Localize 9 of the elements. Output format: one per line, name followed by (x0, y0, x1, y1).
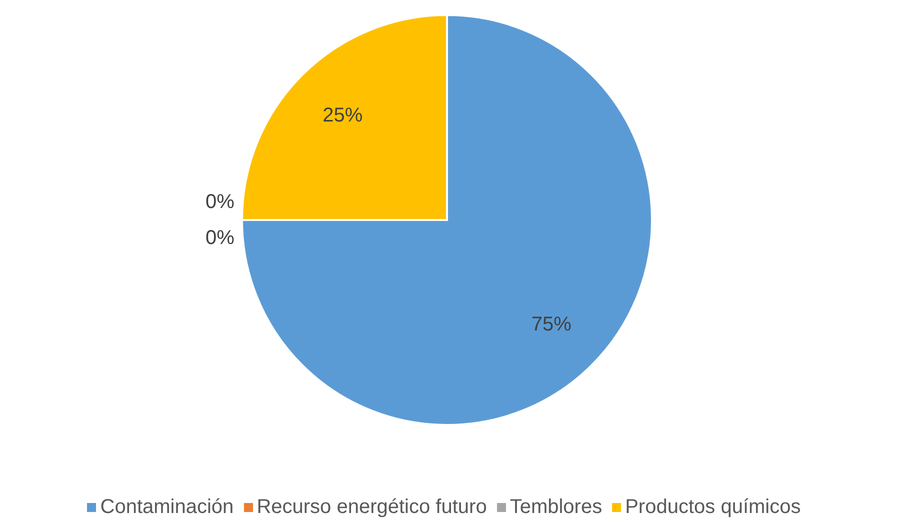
pie-slice (241, 14, 653, 426)
legend-label: Contaminación (100, 496, 234, 518)
legend-label: Recurso energético futuro (256, 496, 487, 518)
legend-label: Productos químicos (625, 496, 801, 518)
text: 0% (206, 191, 234, 213)
legend-label: Temblores (510, 496, 602, 518)
data-label: 75% (531, 313, 572, 336)
text: 0% (206, 227, 234, 249)
data-label: 25% (322, 104, 363, 127)
